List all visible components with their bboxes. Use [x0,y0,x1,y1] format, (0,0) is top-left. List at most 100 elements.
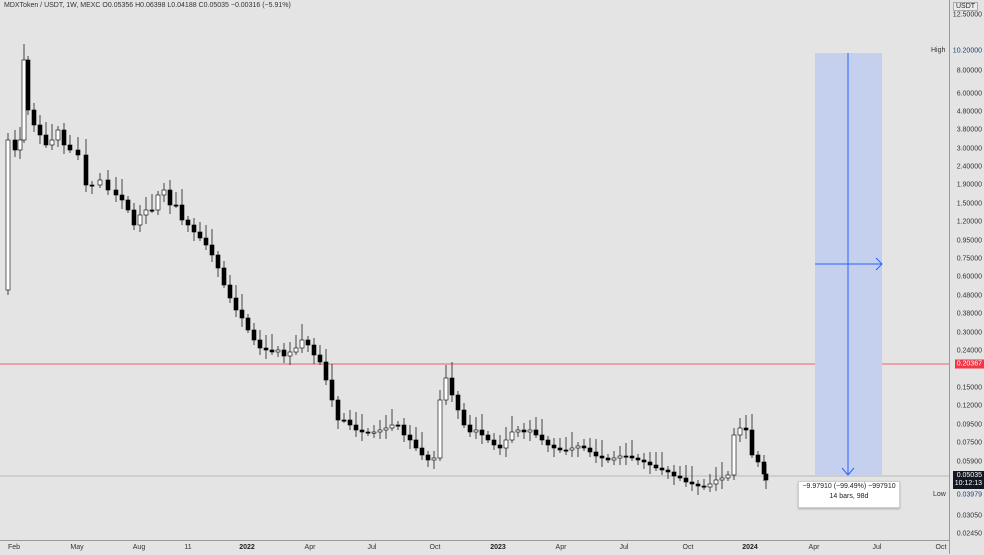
candle-down[interactable] [413,439,419,449]
candle-down[interactable] [629,455,635,459]
candle-down[interactable] [359,429,365,433]
candle-down[interactable] [67,144,73,151]
candle-down[interactable] [89,184,95,187]
candle-up[interactable] [275,349,281,353]
candle-down[interactable] [317,354,323,363]
candle-down[interactable] [623,455,629,458]
candle-up[interactable] [299,339,305,349]
candle-down[interactable] [311,344,317,356]
candle-down[interactable] [131,209,137,226]
candle-down[interactable] [251,329,257,341]
candle-up[interactable] [569,447,575,451]
candle-down[interactable] [479,429,485,436]
candle-down[interactable] [581,445,587,449]
candle-up[interactable] [17,139,23,151]
candle-down[interactable] [365,431,371,434]
candle-down[interactable] [167,189,173,206]
candlestick-series[interactable] [5,44,769,495]
measure-tool[interactable] [815,53,883,476]
candle-down[interactable] [149,209,155,212]
candle-up[interactable] [155,194,161,211]
candle-down[interactable] [329,379,335,401]
candle-down[interactable] [647,461,653,466]
candle-down[interactable] [521,429,527,433]
candle-down[interactable] [497,444,503,449]
candle-up[interactable] [443,377,449,401]
candle-down[interactable] [551,444,557,449]
candle-down[interactable] [113,189,119,196]
chart-area[interactable] [0,0,949,540]
candle-down[interactable] [353,424,359,431]
candle-up[interactable] [143,209,149,216]
candle-down[interactable] [407,434,413,441]
candle-down[interactable] [341,419,347,422]
symbol-name[interactable]: MDXToken / USDT, 1W, MEXC [4,2,101,9]
candle-down[interactable] [305,339,311,346]
candle-up[interactable] [97,179,103,186]
candle-down[interactable] [105,179,111,191]
candle-down[interactable] [227,284,233,299]
candle-down[interactable] [665,469,671,473]
candle-down[interactable] [335,399,341,421]
candle-down[interactable] [587,447,593,453]
candle-up[interactable] [731,434,737,476]
candle-up[interactable] [287,351,293,357]
candle-down[interactable] [491,439,497,446]
candle-up[interactable] [503,439,509,449]
candle-down[interactable] [641,459,647,463]
symbol-legend[interactable]: MDXToken / USDT, 1W, MEXC O0.05356 H0.06… [4,2,291,9]
candle-down[interactable] [605,457,611,461]
candle-up[interactable] [21,59,27,141]
candle-down[interactable] [449,377,455,396]
candle-down[interactable] [763,473,769,481]
candle-up[interactable] [55,129,61,141]
candle-down[interactable] [257,339,263,349]
candle-down[interactable] [677,475,683,479]
candle-down[interactable] [455,394,461,411]
candle-down[interactable] [635,457,641,461]
candle-down[interactable] [75,149,81,156]
candle-down[interactable] [533,429,539,436]
candle-down[interactable] [37,124,43,136]
candle-up[interactable] [617,455,623,459]
price-axis[interactable]: USDT 12.50000 10.20000 8.00000 6.00000 4… [949,0,984,554]
candle-down[interactable] [599,455,605,459]
candle-down[interactable] [43,134,49,146]
candle-down[interactable] [239,309,245,319]
candle-down[interactable] [12,139,18,151]
candle-down[interactable] [401,424,407,436]
candle-down[interactable] [61,129,67,146]
candle-up[interactable] [737,427,743,436]
candle-up[interactable] [719,477,725,481]
candle-up[interactable] [437,399,443,459]
candle-down[interactable] [701,485,707,488]
candle-up[interactable] [377,429,383,433]
candle-up[interactable] [473,429,479,433]
candle-up[interactable] [713,479,719,485]
candle-down[interactable] [215,254,221,269]
candle-down[interactable] [125,199,131,211]
candle-down[interactable] [755,454,761,463]
candle-down[interactable] [83,154,89,186]
candle-down[interactable] [25,59,31,111]
candle-down[interactable] [269,349,275,353]
candle-up[interactable] [383,427,389,431]
candle-down[interactable] [395,424,401,427]
candle-down[interactable] [467,424,473,433]
candle-up[interactable] [49,139,55,146]
candle-down[interactable] [485,434,491,441]
time-axis[interactable]: Feb May Aug 11 2022 Apr Jul Oct 2023 Apr… [0,540,949,555]
candle-down[interactable] [281,349,287,357]
candle-down[interactable] [653,464,659,469]
candle-down[interactable] [209,244,215,256]
candle-down[interactable] [179,204,185,221]
candle-down[interactable] [173,204,179,207]
candle-down[interactable] [743,427,749,431]
candle-up[interactable] [431,457,437,461]
candle-down[interactable] [191,224,197,233]
candle-down[interactable] [563,449,569,452]
candle-down[interactable] [203,237,209,246]
candle-down[interactable] [539,434,545,441]
candle-up[interactable] [137,214,143,226]
candle-down[interactable] [185,219,191,226]
